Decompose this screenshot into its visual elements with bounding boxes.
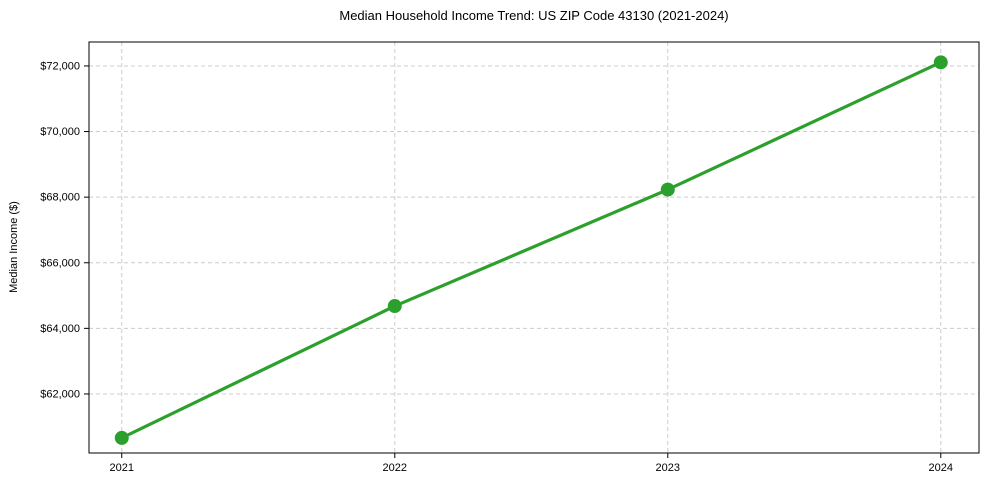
y-tick-label: $62,000	[40, 388, 80, 400]
trend-line	[121, 60, 942, 440]
data-point-2024	[933, 55, 948, 70]
y-tick-label: $66,000	[40, 257, 80, 269]
y-tick-label: $70,000	[40, 126, 80, 138]
y-tick-label: $72,000	[40, 60, 80, 72]
chart-title: Median Household Income Trend: US ZIP Co…	[339, 8, 729, 23]
y-tick-label: $64,000	[40, 323, 80, 335]
plot-border	[88, 41, 980, 454]
y-tick-label: $68,000	[40, 192, 80, 204]
x-tick-label: 2024	[929, 462, 953, 474]
data-point-2022	[387, 299, 402, 314]
data-point-2023	[660, 182, 675, 197]
x-tick-label: 2022	[383, 462, 407, 474]
data-point-2021	[114, 430, 129, 445]
x-tick-label: 2021	[110, 462, 134, 474]
x-tick-label: 2023	[656, 462, 680, 474]
